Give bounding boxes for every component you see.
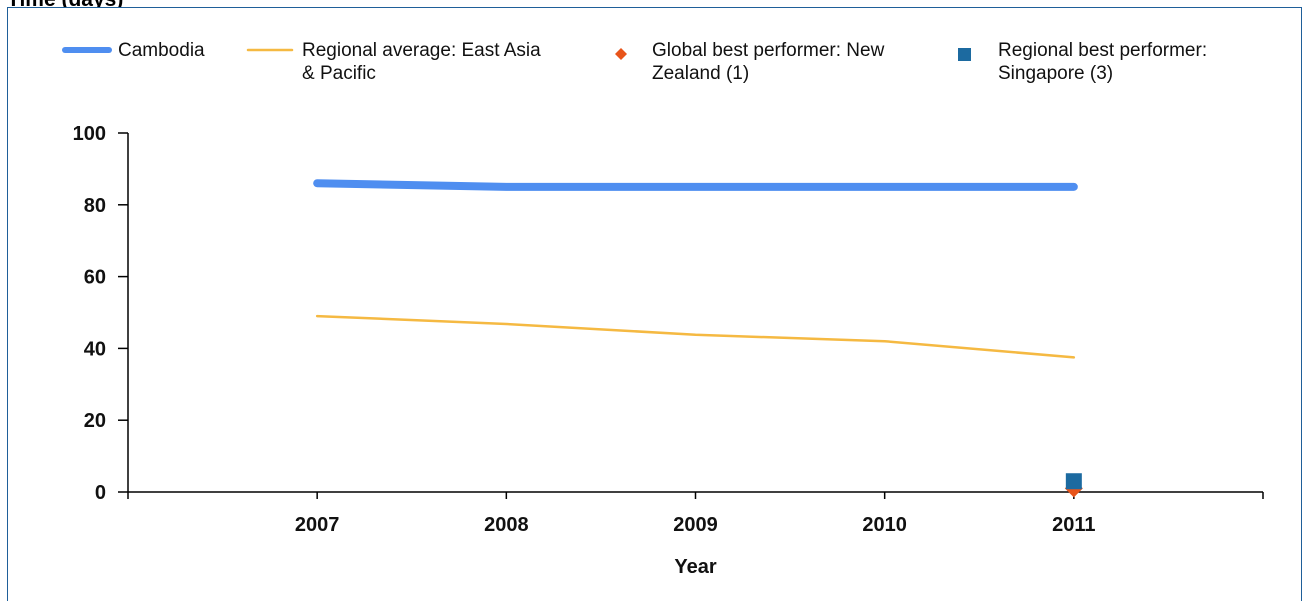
x-axis-title: Year <box>674 556 716 578</box>
series-marker-3-0 <box>1065 473 1082 490</box>
y-tick-label-20: 20 <box>84 410 106 432</box>
legend-label-2: Global best performer: New Zealand (1) <box>652 40 885 84</box>
y-tick-label-60: 60 <box>84 267 106 289</box>
legend-label-3: Regional best performer: Singapore (3) <box>998 40 1207 84</box>
x-tick-label-2011: 2011 <box>1052 514 1095 536</box>
chart-frame <box>7 7 1302 601</box>
legend-label-1: Regional average: East Asia & Pacific <box>302 40 541 84</box>
series-line-1 <box>315 314 1076 359</box>
y-tick-label-100: 100 <box>73 123 106 145</box>
legend-label-0: Cambodia <box>118 40 205 61</box>
legend-swatch-2 <box>615 48 627 60</box>
series-line-0 <box>313 179 1078 191</box>
x-tick-label-2009: 2009 <box>673 514 718 536</box>
x-tick-label-2010: 2010 <box>862 514 907 536</box>
chart-title: Time (days) <box>7 0 123 12</box>
y-tick-label-0: 0 <box>95 482 106 504</box>
y-tick-label-40: 40 <box>84 338 106 360</box>
y-tick-label-80: 80 <box>84 195 106 217</box>
legend-swatch-3 <box>958 48 971 61</box>
x-tick-label-2008: 2008 <box>484 514 529 536</box>
x-tick-label-2007: 2007 <box>295 514 340 536</box>
